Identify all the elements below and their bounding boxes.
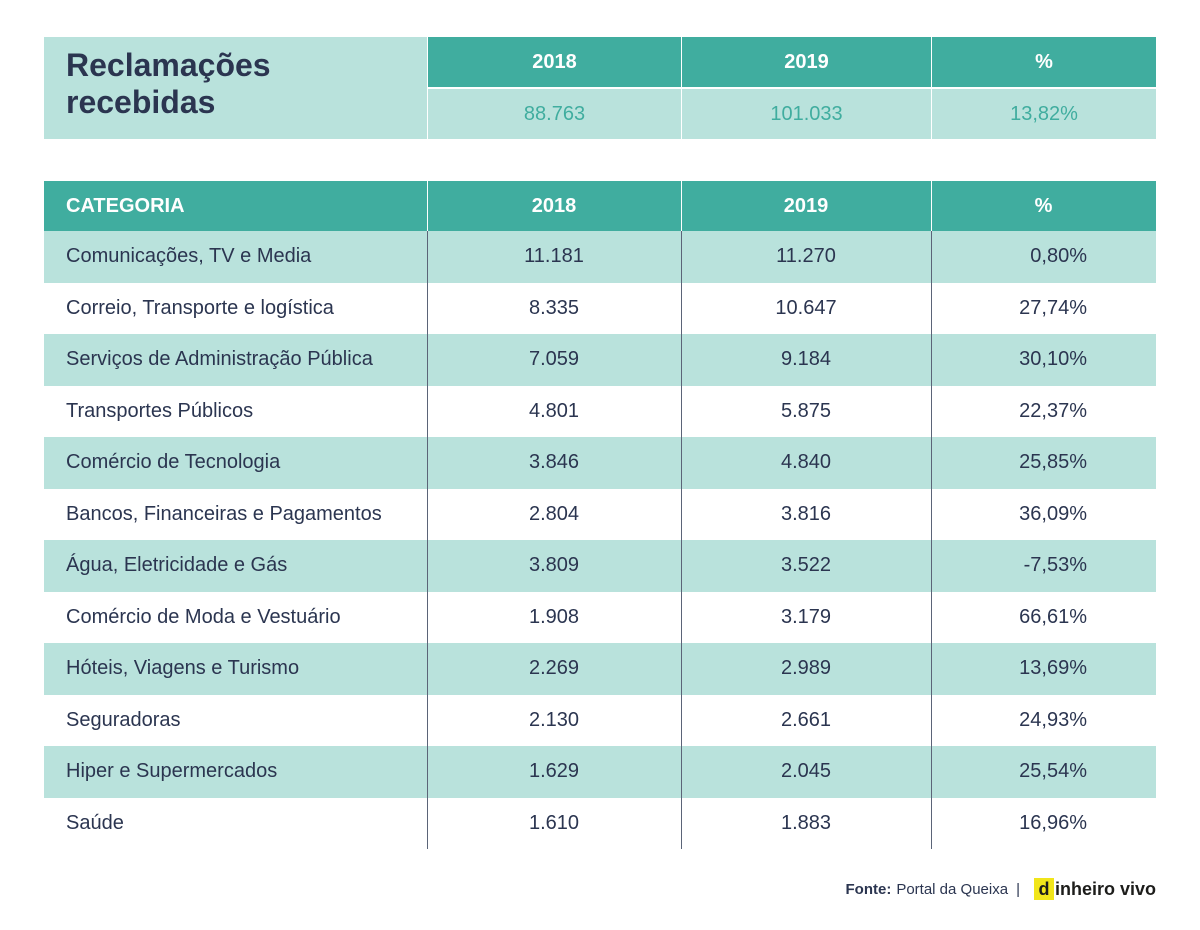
header-2019: 2019: [783, 194, 829, 217]
value-2019-cell: 1.883: [780, 811, 832, 834]
dinheiro-vivo-logo: d inheiro vivo: [1033, 878, 1156, 900]
value-2019-cell: 2.045: [780, 760, 832, 783]
pct-cell: 25,54%: [1019, 760, 1087, 783]
table-row: Saúde 1.610 1.883 16,96%: [44, 798, 1156, 850]
value-2018-cell: 2.804: [528, 502, 580, 525]
value-2018-cell: 1.629: [528, 760, 580, 783]
value-2019-cell: 2.989: [780, 657, 832, 680]
table-row: Comércio de Moda e Vestuário 1.908 3.179 66…: [44, 592, 1156, 644]
column-divider: [931, 181, 932, 231]
table-row: Hóteis, Viagens e Turismo 2.269 2.989 13,69…: [44, 643, 1156, 695]
table-row: Correio, Transporte e logística 8.335 10.6…: [44, 283, 1156, 335]
value-2018-cell: 2.130: [528, 708, 580, 731]
value-2019-cell: 3.816: [780, 502, 832, 525]
pct-cell: 30,10%: [1019, 348, 1087, 371]
column-divider: [427, 181, 428, 231]
pct-cell: 25,85%: [1019, 451, 1087, 474]
pct-cell: 0,80%: [1030, 245, 1087, 268]
header-2018: 2018: [531, 194, 577, 217]
source-footer: Fonte: Portal da Queixa | d inheiro vivo: [845, 874, 1156, 904]
pct-cell: 36,09%: [1019, 502, 1087, 525]
value-2019-cell: 9.184: [780, 348, 832, 371]
title-line-1: Reclamações: [66, 47, 271, 83]
table-row: Hiper e Supermercados 1.629 2.045 25,54%: [44, 746, 1156, 798]
category-table: CATEGORIA 2018 2019 % Comunicações, TV e…: [44, 181, 1156, 849]
header-pct: %: [1034, 194, 1053, 217]
value-2019-cell: 3.522: [780, 554, 832, 577]
category-cell: Serviços de Administração Pública: [66, 348, 373, 371]
logo-text: inheiro vivo: [1054, 878, 1156, 899]
category-cell: Correio, Transporte e logística: [66, 296, 334, 319]
table-header-row: CATEGORIA 2018 2019 %: [44, 181, 1156, 231]
category-cell: Hóteis, Viagens e Turismo: [66, 657, 300, 680]
summary-header-2018: 2018: [428, 37, 681, 87]
category-cell: Saúde: [66, 811, 124, 834]
source-label: Fonte:: [845, 880, 892, 898]
value-2019-cell: 4.840: [780, 451, 832, 474]
value-2019-cell: 10.647: [775, 296, 837, 319]
pct-cell: 24,93%: [1019, 708, 1087, 731]
summary-block: Reclamações recebidas 2018 2019 % 88.763…: [44, 37, 1156, 139]
value-2019-cell: 5.875: [780, 399, 832, 422]
table-row: Serviços de Administração Pública 7.059 9.…: [44, 334, 1156, 386]
category-cell: Comunicações, TV e Media: [66, 245, 312, 268]
category-cell: Comércio de Tecnologia: [66, 451, 281, 474]
table-row: Água, Eletricidade e Gás 3.809 3.522 -7,53%: [44, 540, 1156, 592]
pct-cell: 27,74%: [1019, 296, 1087, 319]
pct-cell: -7,53%: [1023, 554, 1087, 577]
category-cell: Hiper e Supermercados: [66, 760, 278, 783]
value-2018-cell: 4.801: [528, 399, 580, 422]
category-cell: Transportes Públicos: [66, 399, 254, 422]
table-row: Seguradoras 2.130 2.661 24,93%: [44, 695, 1156, 747]
footer-separator: |: [1016, 880, 1020, 898]
value-2018-cell: 1.610: [528, 811, 580, 834]
title-line-2: recebidas: [66, 84, 216, 120]
value-2018-cell: 1.908: [528, 605, 580, 628]
value-2018-cell: 3.809: [528, 554, 580, 577]
summary-value-pct: 13,82%: [932, 89, 1156, 139]
value-2019-cell: 2.661: [780, 708, 832, 731]
category-cell: Comércio de Moda e Vestuário: [66, 605, 341, 628]
column-divider: [681, 231, 682, 849]
pct-cell: 13,69%: [1019, 657, 1087, 680]
source-value: Portal da Queixa: [896, 880, 1009, 898]
header-categoria: CATEGORIA: [66, 194, 185, 217]
value-2018-cell: 7.059: [528, 348, 580, 371]
value-2018-cell: 2.269: [528, 657, 580, 680]
value-2018-cell: 3.846: [528, 451, 580, 474]
pct-cell: 22,37%: [1019, 399, 1087, 422]
page-title: Reclamações recebidas: [66, 47, 271, 121]
logo-d-mark: d: [1033, 878, 1054, 900]
category-cell: Seguradoras: [66, 708, 181, 731]
column-divider: [427, 231, 428, 849]
pct-cell: 16,96%: [1019, 811, 1087, 834]
table-row: Bancos, Financeiras e Pagamentos 2.804 3.8…: [44, 489, 1156, 541]
category-cell: Água, Eletricidade e Gás: [66, 554, 288, 577]
summary-value-2019: 101.033: [682, 89, 931, 139]
value-2018-cell: 11.181: [524, 245, 584, 268]
summary-header-pct: %: [932, 37, 1156, 87]
summary-value-2018: 88.763: [428, 89, 681, 139]
column-divider: [681, 181, 682, 231]
value-2019-cell: 11.270: [776, 245, 836, 268]
value-2019-cell: 3.179: [780, 605, 832, 628]
summary-title-cell: Reclamações recebidas: [44, 37, 427, 139]
pct-cell: 66,61%: [1019, 605, 1087, 628]
table-row: Transportes Públicos 4.801 5.875 22,37%: [44, 386, 1156, 438]
column-divider: [931, 231, 932, 849]
table-body: Comunicações, TV e Media 11.181 11.270 0,80…: [44, 231, 1156, 849]
table-row: Comércio de Tecnologia 3.846 4.840 25,85%: [44, 437, 1156, 489]
value-2018-cell: 8.335: [528, 296, 580, 319]
summary-header-2019: 2019: [682, 37, 931, 87]
table-row: Comunicações, TV e Media 11.181 11.270 0,80…: [44, 231, 1156, 283]
category-cell: Bancos, Financeiras e Pagamentos: [66, 502, 382, 525]
